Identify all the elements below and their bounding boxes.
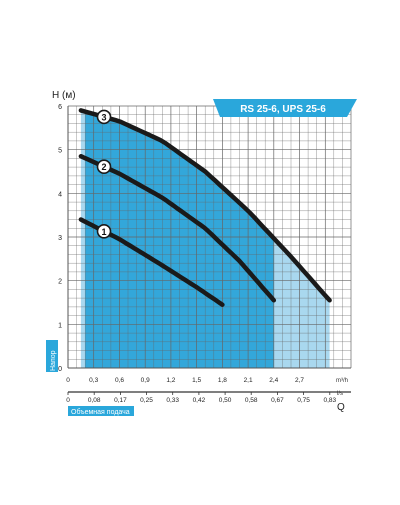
x-tick-label-bottom: 0,42 — [193, 397, 206, 404]
x-tick-label-top: 0,3 — [89, 377, 98, 384]
x-tick-label-bottom: 0,83 — [323, 397, 336, 404]
y-side-label-bg — [46, 340, 58, 372]
x-tick-label-top: 1,2 — [166, 377, 175, 384]
x-axis-letter: Q — [337, 402, 345, 413]
x-side-label-text: Объемная подача — [71, 408, 130, 416]
x-tick-label-top: 1,5 — [192, 377, 201, 384]
x-tick-label-top: 2,4 — [269, 377, 278, 384]
y-side-label: Напор — [46, 340, 58, 372]
x-tick-label-bottom: 0,08 — [88, 397, 101, 404]
y-side-label-text: Напор — [50, 350, 57, 371]
y-tick-label: 2 — [58, 279, 62, 286]
curve-marker-3 — [96, 109, 112, 125]
curves: 1 2 3 — [78, 108, 332, 307]
x-side-label: Объемная подача — [68, 406, 134, 416]
x-tick-label-bottom: 0 — [66, 397, 70, 404]
curve-marker-2 — [96, 159, 112, 174]
y-tick-label: 5 — [58, 148, 62, 155]
x-tick-label-bottom: 0,25 — [140, 397, 153, 404]
y-tick-label: 3 — [58, 235, 62, 242]
grid — [67, 105, 352, 369]
x-tick-label-top: 2,1 — [244, 377, 253, 384]
x-unit-top: m³/h — [336, 378, 348, 384]
y-tick-label: 6 — [58, 104, 62, 111]
x-unit-bottom: l/s — [337, 391, 343, 397]
x-tick-label-top: 0,9 — [141, 377, 150, 384]
x-tick-label-bottom: 0,50 — [219, 397, 232, 404]
x-tick-label-top: 1,8 — [218, 377, 227, 384]
title-banner: RS 25-6, UPS 25-6 — [213, 99, 357, 117]
x-tick-label-top: 2,7 — [295, 377, 304, 384]
chart-title: RS 25-6, UPS 25-6 — [240, 104, 326, 115]
curve-label-2: 2 — [101, 162, 106, 172]
x-tick-label-bottom: 0,75 — [297, 397, 310, 404]
x-tick-label-bottom: 0,17 — [114, 397, 127, 404]
y-tick-label: 0 — [58, 366, 62, 373]
tick-labels: 0 1 2 3 4 5 6 0 0,3 0,6 0,9 1,2 1,5 1,8 2,1 2,4 2,7 0 0,08… — [58, 104, 336, 404]
x-tick-label-top: 0 — [66, 377, 70, 384]
y-tick-label: 4 — [58, 191, 62, 198]
x-tick-label-bottom: 0,58 — [245, 397, 258, 404]
curve-marker-1 — [96, 224, 112, 239]
y-tick-label: 1 — [58, 322, 62, 329]
curve-3 — [78, 108, 332, 303]
x-tick-label-bottom: 0,67 — [271, 397, 284, 404]
y-axis-label: H (м) — [52, 90, 76, 101]
x-tick-label-bottom: 0,33 — [166, 397, 179, 404]
curve-label-1: 1 — [101, 227, 106, 237]
title-banner-shape — [213, 99, 357, 117]
x-tick-label-top: 0,6 — [115, 377, 124, 384]
curve-2 — [78, 153, 277, 303]
x-side-label-bg — [68, 406, 134, 416]
curve-label-3: 3 — [101, 112, 106, 122]
